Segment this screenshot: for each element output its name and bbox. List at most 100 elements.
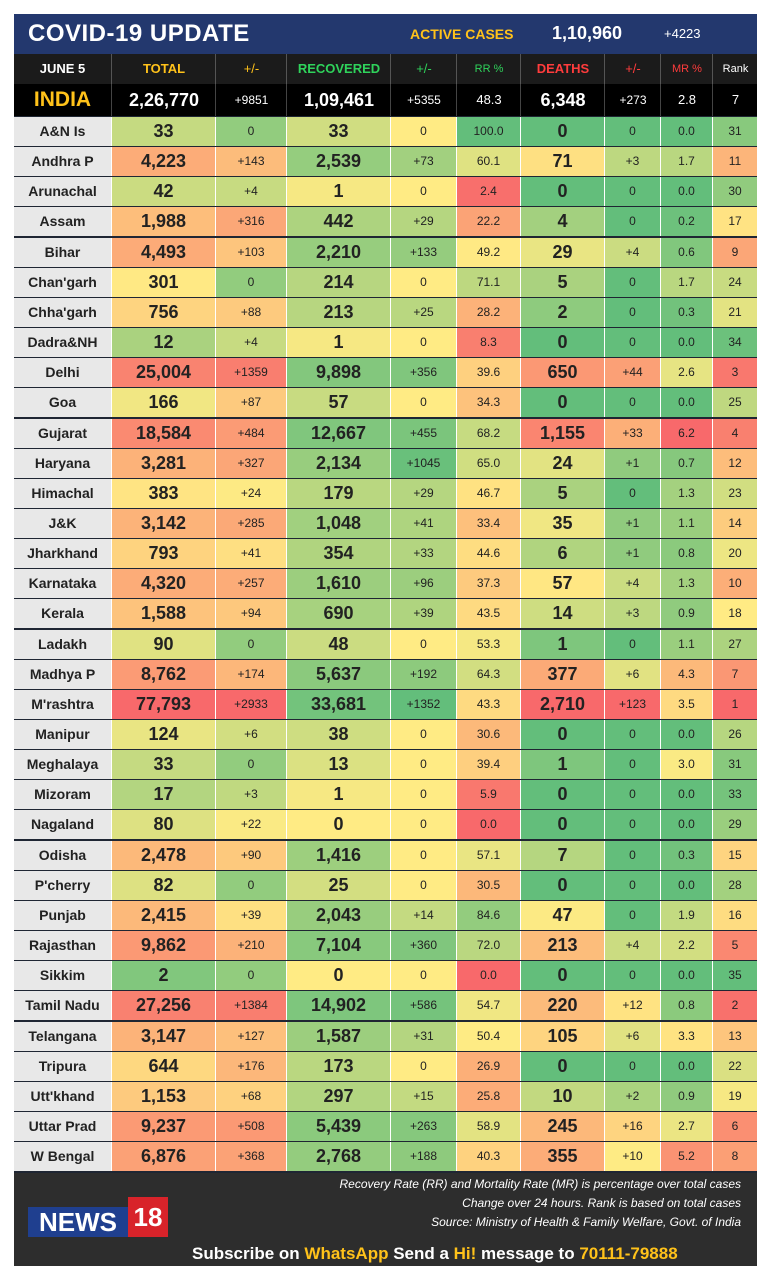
state-deaths: 14 [520, 599, 604, 629]
state-rr: 64.3 [456, 659, 520, 689]
state-recovered-change: 0 [390, 961, 456, 991]
table-row: Karnataka 4,320 +257 1,610 +96 37.3 57 +4 1.3 10 [14, 569, 757, 599]
state-deaths: 213 [520, 931, 604, 961]
state-rr: 68.2 [456, 418, 520, 448]
table-row: Tripura 644 +176 173 0 26.9 0 0 0.0 22 [14, 1051, 757, 1081]
state-deaths-change: +44 [604, 358, 660, 388]
state-deaths-change: 0 [604, 750, 660, 780]
state-total-change: +174 [215, 659, 286, 689]
state-name: Tamil Nadu [14, 991, 111, 1021]
state-recovered-change: 0 [390, 117, 456, 146]
state-total-change: +1384 [215, 991, 286, 1021]
state-mr: 0.0 [660, 720, 712, 749]
footer: Recovery Rate (RR) and Mortality Rate (M… [14, 1173, 757, 1266]
table-row: Nagaland 80 +22 0 0 0.0 0 0 0.0 29 [14, 810, 757, 840]
state-name: Telangana [14, 1021, 111, 1051]
state-name: Uttar Prad [14, 1111, 111, 1141]
state-recovered: 213 [286, 297, 390, 327]
state-total-change: +4 [215, 328, 286, 358]
state-deaths-change: +33 [604, 418, 660, 448]
state-total-change: +327 [215, 448, 286, 478]
state-total-change: +22 [215, 810, 286, 840]
india-total-change: +9851 [215, 84, 287, 116]
state-recovered-change: 0 [390, 388, 456, 418]
state-deaths: 377 [520, 659, 604, 689]
state-recovered-change: +29 [390, 478, 456, 508]
state-rank: 14 [712, 508, 757, 538]
state-rr: 30.6 [456, 720, 520, 749]
state-deaths-change: 0 [604, 1051, 660, 1081]
state-deaths: 0 [520, 810, 604, 840]
state-rank: 22 [712, 1051, 757, 1081]
state-mr: 0.0 [660, 961, 712, 991]
state-recovered-change: +41 [390, 508, 456, 538]
state-recovered-change: +356 [390, 358, 456, 388]
state-recovered: 14,902 [286, 991, 390, 1021]
state-total: 27,256 [111, 991, 215, 1021]
state-total: 2,478 [111, 840, 215, 870]
state-total-change: 0 [215, 267, 286, 297]
state-total: 4,320 [111, 569, 215, 599]
state-name: Chha'garh [14, 297, 111, 327]
state-deaths-change: +4 [604, 237, 660, 267]
state-rank: 2 [712, 991, 757, 1021]
state-mr: 0.0 [660, 328, 712, 358]
state-deaths-change: 0 [604, 720, 660, 749]
state-recovered: 179 [286, 478, 390, 508]
india-rank: 7 [712, 84, 758, 116]
state-name: W Bengal [14, 1142, 111, 1172]
state-mr: 0.2 [660, 207, 712, 237]
table-row: Assam 1,988 +316 442 +29 22.2 4 0 0.2 17 [14, 207, 757, 237]
state-mr: 0.0 [660, 1051, 712, 1081]
state-total-change: +127 [215, 1021, 286, 1051]
state-deaths-change: +1 [604, 448, 660, 478]
state-total: 6,876 [111, 1142, 215, 1172]
state-total: 124 [111, 720, 215, 749]
state-name: Kerala [14, 599, 111, 629]
state-recovered-change: 0 [390, 720, 456, 749]
state-recovered-change: +39 [390, 599, 456, 629]
state-recovered-change: 0 [390, 177, 456, 207]
state-mr: 3.3 [660, 1021, 712, 1051]
state-rank: 33 [712, 780, 757, 810]
table-row: Chha'garh 756 +88 213 +25 28.2 2 0 0.3 21 [14, 297, 757, 327]
india-deaths-change: +273 [604, 84, 661, 116]
state-rank: 8 [712, 1142, 757, 1172]
state-deaths-change: +3 [604, 147, 660, 177]
state-rank: 16 [712, 900, 757, 930]
state-total-change: +24 [215, 478, 286, 508]
table-row: Punjab 2,415 +39 2,043 +14 84.6 47 0 1.9 16 [14, 900, 757, 930]
state-total: 12 [111, 328, 215, 358]
state-total-change: 0 [215, 750, 286, 780]
state-total-change: +103 [215, 237, 286, 267]
state-total-change: +87 [215, 388, 286, 418]
state-recovered-change: 0 [390, 810, 456, 840]
state-rank: 15 [712, 840, 757, 870]
state-rr: 43.5 [456, 599, 520, 629]
state-recovered-change: 0 [390, 870, 456, 900]
state-rank: 21 [712, 297, 757, 327]
table-row: Dadra&NH 12 +4 1 0 8.3 0 0 0.0 34 [14, 328, 757, 358]
footer-note-source: Source: Ministry of Health & Family Welf… [431, 1215, 741, 1229]
state-name: Ladakh [14, 629, 111, 659]
state-mr: 0.8 [660, 539, 712, 569]
state-total-change: +41 [215, 539, 286, 569]
table-row: Telangana 3,147 +127 1,587 +31 50.4 105 +6 3.3 13 [14, 1021, 757, 1051]
state-deaths-change: 0 [604, 810, 660, 840]
state-total: 18,584 [111, 418, 215, 448]
state-total: 756 [111, 297, 215, 327]
state-recovered: 13 [286, 750, 390, 780]
state-recovered: 0 [286, 810, 390, 840]
state-total-change: +90 [215, 840, 286, 870]
state-rr: 37.3 [456, 569, 520, 599]
col-total-change: +/- [215, 54, 287, 84]
state-mr: 0.0 [660, 117, 712, 146]
state-rank: 19 [712, 1081, 757, 1111]
state-recovered: 1,048 [286, 508, 390, 538]
state-recovered: 1,587 [286, 1021, 390, 1051]
state-deaths-change: +123 [604, 689, 660, 719]
table-row: Manipur 124 +6 38 0 30.6 0 0 0.0 26 [14, 720, 757, 749]
state-mr: 0.8 [660, 991, 712, 1021]
table-row: Rajasthan 9,862 +210 7,104 +360 72.0 213 +4 2.2 5 [14, 931, 757, 961]
table-row: Meghalaya 33 0 13 0 39.4 1 0 3.0 31 [14, 750, 757, 780]
